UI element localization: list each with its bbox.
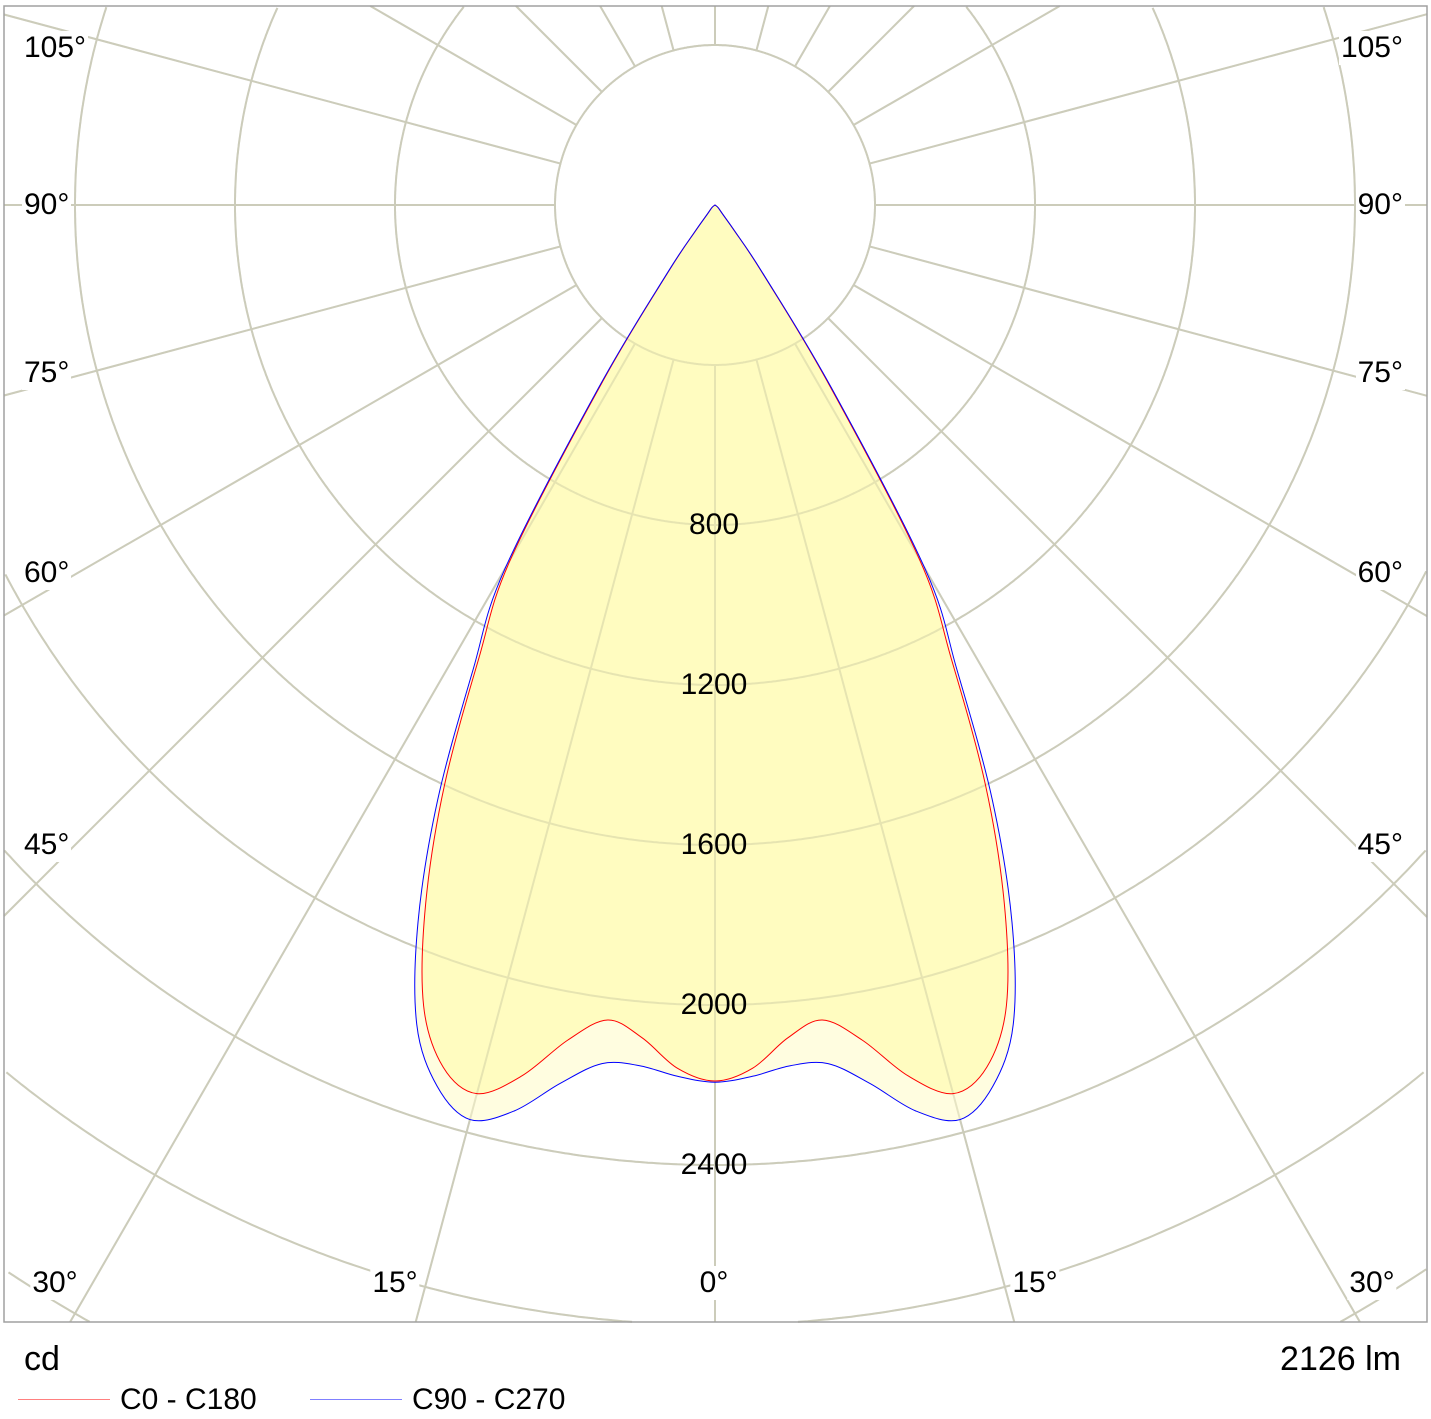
- ring-2800: [5, 1071, 1425, 1323]
- angle-label-left: 45°: [22, 828, 72, 862]
- angle-label-right: 30°: [1347, 1266, 1397, 1300]
- spoke-45: [827, 317, 1428, 918]
- angle-label-right: 45°: [1355, 828, 1405, 862]
- spoke-105: [869, 13, 1428, 165]
- unit-label: cd: [24, 1340, 60, 1378]
- series-fill-0: [422, 205, 1008, 1094]
- legend-label-c90-c270: C90 - C270: [412, 1383, 566, 1416]
- spoke-120: [853, 5, 1061, 126]
- overlay-spoke-255: [3, 13, 561, 165]
- angle-label-center: 0°: [697, 1266, 731, 1300]
- overlay-spoke-75: [869, 245, 1428, 397]
- overlay-spoke-60: [853, 284, 1428, 617]
- angle-label-right: 75°: [1355, 356, 1405, 390]
- overlay-spoke-330: [69, 343, 636, 1323]
- spoke-60: [853, 284, 1428, 617]
- overlay-spoke-150: [794, 5, 831, 67]
- flux-label: 2126 lm: [1280, 1340, 1401, 1378]
- spoke-315: [3, 317, 603, 917]
- overlay-spoke-315: [3, 317, 603, 917]
- spoke-240: [369, 5, 577, 126]
- angle-label-right: 90°: [1355, 188, 1405, 222]
- spoke-225: [515, 5, 603, 93]
- overlay-ring-2800: [5, 1071, 1425, 1323]
- spoke-300: [3, 284, 577, 617]
- legend-label-c0-c180: C0 - C180: [120, 1383, 257, 1416]
- radial-tick-label: 800: [688, 508, 740, 541]
- overlay-spoke-45: [827, 317, 1428, 918]
- overlay-spoke-225: [515, 5, 603, 93]
- overlay-ring-2400: [3, 849, 1427, 1166]
- overlay-spoke-210: [599, 5, 636, 67]
- legend-swatch-c0-c180: [18, 1399, 110, 1400]
- overlay-spoke-285: [3, 245, 561, 397]
- series-curves: [414, 204, 1016, 1122]
- angle-label-left: 15°: [370, 1266, 420, 1300]
- angle-label-left: 30°: [30, 1266, 80, 1300]
- spoke-75: [869, 245, 1428, 397]
- grid-overlay: [3, 5, 1428, 1323]
- angle-label-right: 105°: [1338, 31, 1405, 65]
- overlay-ring-400: [554, 44, 876, 366]
- overlay-spoke-165: [755, 5, 770, 51]
- radial-tick-label: 2400: [680, 1148, 748, 1181]
- series-line-0: [421, 204, 1009, 1095]
- overlay-spoke-240: [369, 5, 577, 126]
- overlay-spoke-195: [660, 5, 675, 51]
- angle-label-right: 15°: [1010, 1266, 1060, 1300]
- angle-label-left: 75°: [22, 356, 72, 390]
- overlay-spoke-30: [794, 343, 1361, 1323]
- spoke-150: [794, 5, 831, 67]
- angle-label-left: 60°: [22, 556, 72, 590]
- spoke-255: [3, 13, 561, 165]
- radial-tick-label: 1600: [680, 828, 748, 861]
- spoke-195: [660, 5, 675, 51]
- spoke-285: [3, 245, 561, 397]
- angle-label-left: 90°: [22, 188, 72, 222]
- overlay-spoke-15: [755, 359, 1016, 1323]
- ring-2400: [3, 849, 1427, 1166]
- overlay-ring-2000: [4, 570, 1428, 1006]
- spoke-165: [755, 5, 770, 51]
- plot-frame: [3, 5, 1428, 1323]
- overlay-ring-1600: [74, 6, 1356, 846]
- angle-label-right: 60°: [1355, 556, 1405, 590]
- legend-swatch-c90-c270: [310, 1399, 402, 1400]
- radial-tick-label: 2000: [680, 988, 748, 1021]
- series-line-1: [414, 204, 1016, 1122]
- series-fills: [414, 205, 1016, 1121]
- overlay-spoke-135: [827, 5, 915, 93]
- overlay-spoke-300: [3, 284, 577, 617]
- overlay-spoke-345: [414, 359, 675, 1323]
- overlay-ring-1200: [234, 7, 1196, 686]
- spoke-135: [827, 5, 915, 93]
- overlay-ring-800: [394, 6, 1036, 526]
- overlay-spoke-120: [853, 5, 1061, 126]
- angle-label-left: 105°: [22, 31, 89, 65]
- radial-tick-label: 1200: [680, 668, 748, 701]
- overlay-spoke-105: [869, 13, 1428, 165]
- spoke-210: [599, 5, 636, 67]
